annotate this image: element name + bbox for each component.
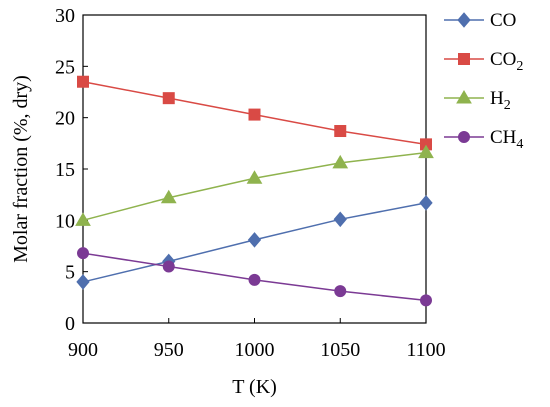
y-tick-label: 10 <box>55 210 75 232</box>
data-point <box>332 154 349 169</box>
data-point <box>247 232 262 248</box>
legend-marker <box>458 53 470 65</box>
data-point <box>75 212 91 226</box>
x-tick-label: 1000 <box>235 339 275 361</box>
legend-label: CO <box>490 10 516 31</box>
legend-label-subscript: 2 <box>504 98 511 113</box>
x-tick-label: 1100 <box>406 339 445 361</box>
data-point <box>77 247 89 260</box>
y-axis: 0 5 10 15 20 25 30 <box>55 5 88 335</box>
legend-label-subscript: 4 <box>516 137 523 152</box>
y-tick-label: 20 <box>55 108 75 130</box>
data-point <box>419 195 433 211</box>
y-tick-label: 25 <box>55 56 75 78</box>
legend-label: H2 <box>490 88 511 113</box>
data-point <box>162 260 175 273</box>
series-2 <box>77 75 432 151</box>
x-tick-label: 950 <box>154 339 184 361</box>
y-axis-title: Molar fraction (%, dry) <box>10 75 32 263</box>
legend-label: CO2 <box>490 49 523 74</box>
legend-marker <box>456 90 472 104</box>
series-layer <box>75 75 434 307</box>
data-point <box>248 273 261 286</box>
legend-label-subscript: 2 <box>516 59 523 74</box>
y-tick-label: 5 <box>65 262 75 284</box>
y-tick-label: 30 <box>55 5 75 27</box>
data-point <box>334 125 347 138</box>
x-axis: 900 950 1000 1050 1100 <box>68 318 446 361</box>
legend-label: CH4 <box>490 127 523 152</box>
data-point <box>248 108 261 121</box>
data-point <box>246 170 263 184</box>
data-point <box>418 144 434 159</box>
series-3 <box>75 144 434 226</box>
data-point <box>334 285 347 298</box>
legend-item: H2 <box>444 88 511 113</box>
legend-marker <box>458 131 470 143</box>
x-tick-label: 900 <box>68 339 98 361</box>
legend-label-main: H <box>490 88 504 109</box>
data-point <box>162 92 175 105</box>
data-point <box>77 75 89 88</box>
legend-item: CH4 <box>444 127 523 152</box>
legend-label-main: CO <box>490 10 516 31</box>
legend-marker <box>457 12 471 28</box>
y-tick-label: 0 <box>65 313 75 335</box>
y-tick-label: 15 <box>55 159 75 181</box>
data-point <box>420 294 432 307</box>
data-point <box>76 274 90 290</box>
legend-item: CO <box>444 10 516 31</box>
plot-area <box>82 14 427 324</box>
legend-label-main: CO <box>490 49 516 70</box>
series-4 <box>77 247 432 307</box>
x-tick-label: 1050 <box>320 339 360 361</box>
legend-item: CO2 <box>444 49 523 74</box>
legend-label-main: CH <box>490 127 517 148</box>
x-axis-title: T (K) <box>232 376 277 398</box>
data-point <box>333 211 347 228</box>
data-point <box>160 189 177 204</box>
